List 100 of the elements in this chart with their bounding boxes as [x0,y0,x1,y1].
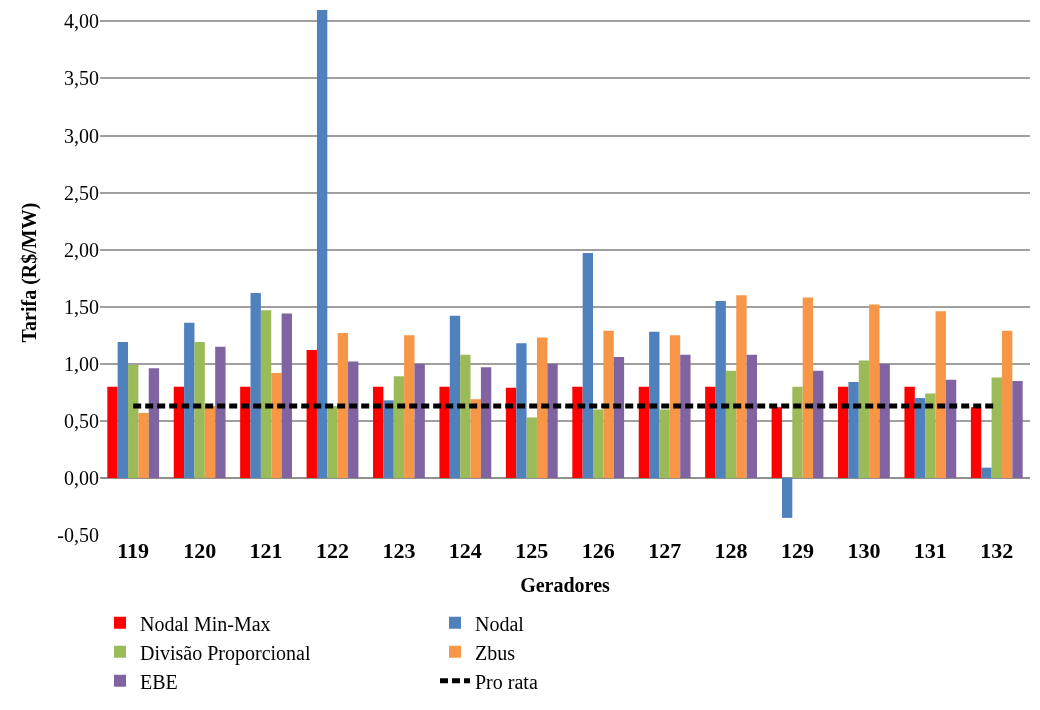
bar [215,346,226,478]
bar [638,386,650,478]
bar [746,354,757,478]
legend-label: Pro rata [475,670,538,693]
y-tick-label: 2,00 [64,238,99,261]
bar [802,297,814,478]
bar [128,364,139,478]
bar [404,335,415,478]
bar [736,295,747,478]
x-tick-label: 131 [913,538,947,563]
bar [970,407,982,478]
bar [117,342,129,478]
bar [536,337,548,478]
x-axis-title: Geradores [520,573,611,596]
bar [327,406,338,478]
bar [204,406,216,478]
bar [715,301,726,478]
bar [582,253,594,478]
bar [449,315,461,478]
y-tick-label: 4,00 [64,10,99,33]
x-tick-label: 124 [448,538,482,563]
bar [725,370,737,478]
bar [281,313,292,478]
bar [306,350,317,478]
bar [838,386,849,478]
bar [792,386,803,478]
bar [184,322,195,478]
x-tick-label: 128 [714,538,748,563]
bar [1012,380,1023,478]
y-tick-label: 1,00 [64,352,99,375]
bar [935,311,946,478]
bar [914,398,926,478]
bar [649,331,660,478]
bar [781,477,793,518]
x-tick-label: 119 [117,538,150,563]
bar [383,400,394,478]
bar [480,367,492,478]
bar [813,370,824,478]
bar [470,399,481,478]
bar [572,386,583,478]
bar [250,293,261,478]
bar [593,409,604,478]
bar [373,386,384,478]
bar [173,386,185,478]
x-tick-label: 132 [980,538,1014,563]
bar [240,386,251,478]
bar [879,363,890,478]
bar [981,467,992,478]
legend-label: Nodal [475,612,525,635]
x-tick-label: 123 [382,538,416,563]
bar [271,372,282,478]
x-tick-label: 122 [316,538,349,563]
bar [848,382,859,478]
bar [138,412,149,478]
y-tick-label: 1,50 [64,295,99,318]
bar [414,363,425,478]
bar [337,332,349,478]
bar [526,417,537,478]
y-axis-title: Tarifa (R$/MW) [17,202,41,343]
x-tick-label: 121 [249,538,283,563]
bar [460,354,471,478]
bar [680,354,691,478]
x-tick-label: 125 [515,538,549,563]
bar [348,361,359,478]
bar [669,335,681,478]
y-tick-label: 2,50 [64,181,99,204]
bar [603,330,614,478]
y-tick-label: 3,00 [64,124,99,147]
legend-label: Zbus [475,641,516,664]
bar [771,407,782,478]
y-tick-label: 0,50 [64,409,99,432]
x-tick-label: 130 [847,538,881,563]
bar [659,409,670,478]
bar [107,386,118,478]
bar [858,360,870,478]
bar [925,393,936,478]
bar [393,376,405,478]
y-tick-label: 3,50 [64,67,99,90]
bar [194,342,205,478]
bar [991,377,1002,478]
bar [316,10,328,478]
x-tick-label: 126 [581,538,615,563]
legend-label: Nodal Min-Max [140,612,271,635]
bar [516,343,527,478]
legend-label: EBE [140,670,178,693]
bar [869,304,880,478]
bar [613,356,625,478]
bar [1001,330,1013,478]
x-tick-label: 120 [183,538,217,563]
bar [148,368,160,478]
bar [439,386,450,478]
bar [945,379,957,478]
bar [705,386,716,478]
y-tick-label: -0,50 [57,524,99,546]
legend-label: Divisão Proporcional [140,641,311,665]
bar [904,386,915,478]
bar [260,310,272,478]
x-tick-label: 129 [781,538,814,563]
y-tick-label: 0,00 [64,466,99,489]
x-tick-label: 127 [648,538,682,563]
